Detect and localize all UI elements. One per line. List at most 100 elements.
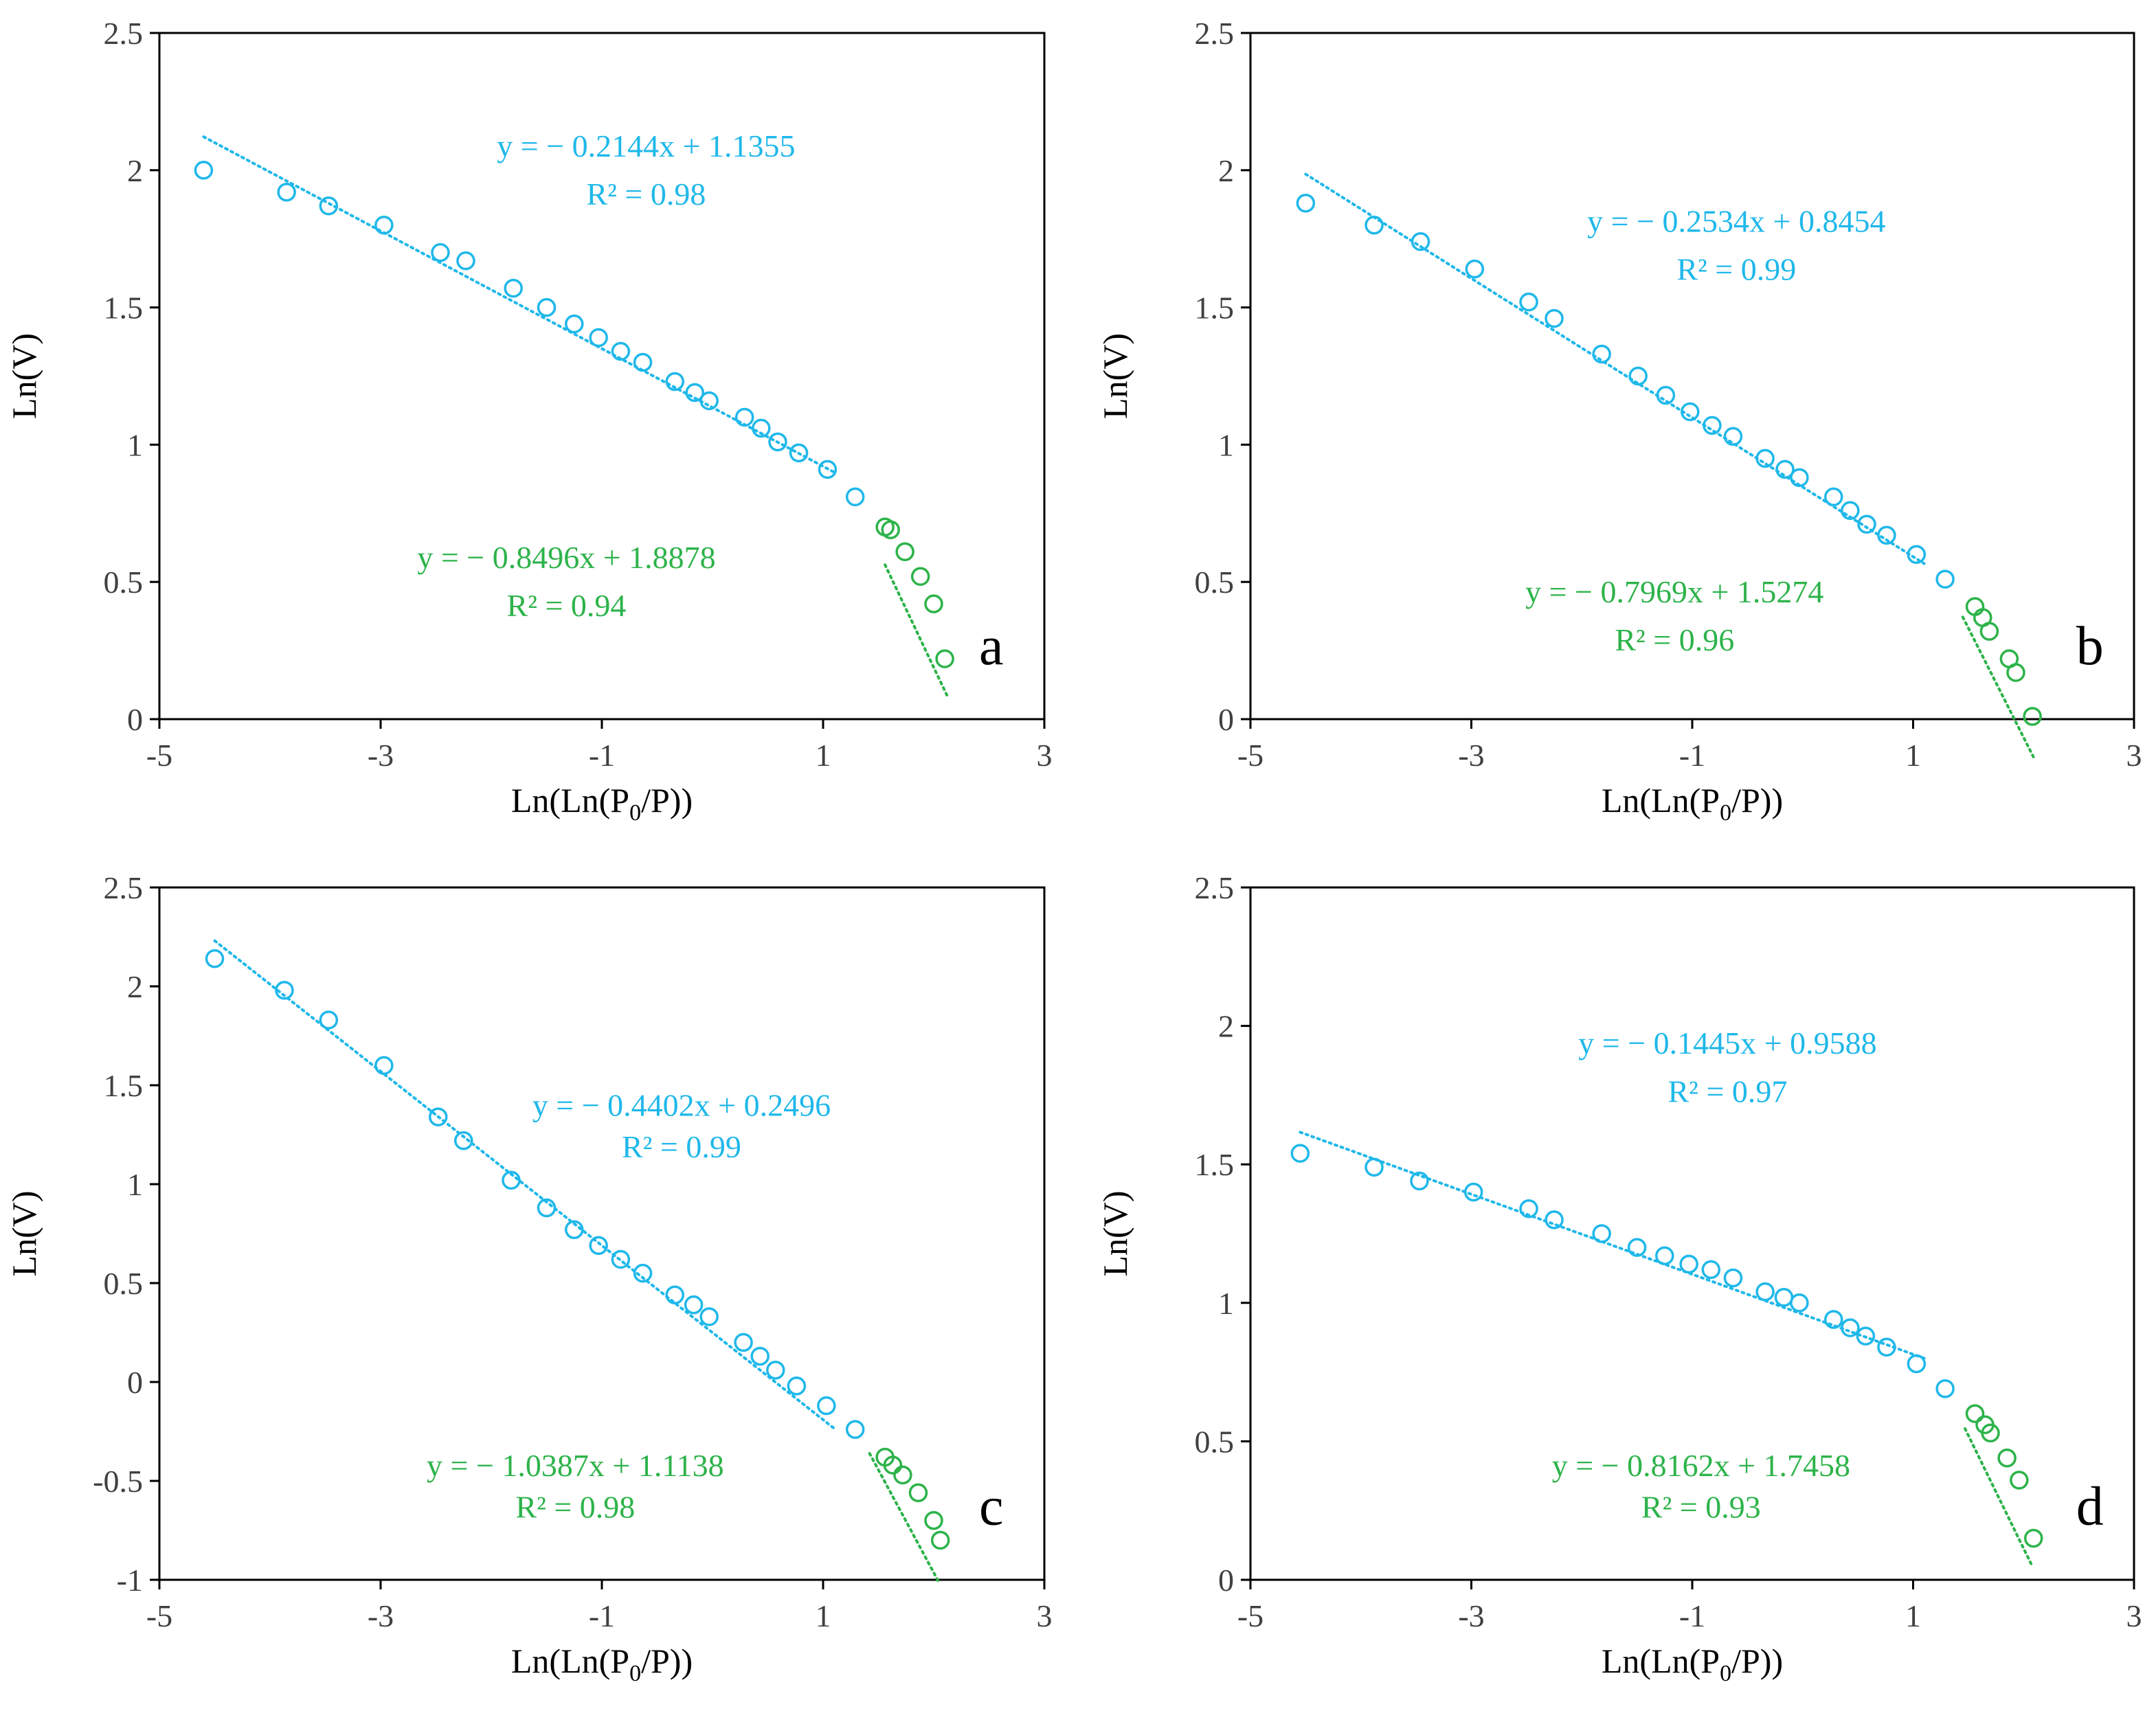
equation-label: y = − 0.1445x + 0.9588 <box>1578 1026 1876 1061</box>
y-tick-label: 2.5 <box>1195 16 1235 51</box>
panel-label: c <box>979 1476 1004 1537</box>
y-axis-label: Ln(V) <box>1096 1191 1134 1277</box>
data-point <box>752 418 771 438</box>
data-point <box>2023 707 2042 726</box>
data-point <box>699 391 719 411</box>
x-axis-label: Ln(Ln(P0/P)) <box>511 781 693 826</box>
data-point <box>205 949 225 968</box>
data-point <box>734 407 754 427</box>
y-tick-label: 0.5 <box>1195 1424 1235 1459</box>
data-point <box>935 649 954 668</box>
x-tick-label: -1 <box>589 738 615 773</box>
y-tick-label: 2.5 <box>104 16 144 51</box>
y-axis-label: Ln(V) <box>1096 333 1134 419</box>
data-point <box>1410 1171 1429 1191</box>
data-point <box>1465 259 1485 279</box>
y-tick-label: 0.5 <box>104 565 144 600</box>
data-point <box>1755 449 1775 468</box>
data-point <box>428 1107 448 1126</box>
chart-panel-a: -5 -3 -1 1 3 0 0.5 1 1.5 2 2.5 Ln(Ln(P0/P)) Ln(V) y =… <box>5 16 1053 826</box>
data-point <box>2023 1528 2043 1548</box>
x-tick-label: -3 <box>1458 1598 1484 1633</box>
equation-label: y = − 0.7969x + 1.5274 <box>1525 574 1823 609</box>
data-point <box>883 1455 903 1475</box>
data-point <box>1907 545 1927 564</box>
data-point <box>537 1198 557 1218</box>
y-tick-label: 2 <box>1218 153 1234 188</box>
data-point <box>565 314 584 334</box>
y-tick-label: 0 <box>1218 702 1234 737</box>
x-tick-label: -3 <box>1458 738 1484 773</box>
data-point <box>1296 194 1316 213</box>
y-tick-label: 1.5 <box>104 1068 144 1103</box>
data-point <box>908 1483 928 1503</box>
data-point <box>502 1170 521 1190</box>
x-tick-label: 3 <box>1037 1598 1053 1633</box>
data-point <box>1545 308 1564 328</box>
trendline-low <box>1299 1131 1926 1360</box>
data-point <box>1723 1268 1743 1288</box>
data-point <box>633 352 653 372</box>
data-point <box>1723 427 1743 446</box>
data-point <box>1681 402 1700 422</box>
r-squared-label: R² = 0.99 <box>622 1129 741 1164</box>
data-point <box>611 1249 631 1269</box>
y-tick-label: -1 <box>117 1563 143 1598</box>
x-tick-label: 3 <box>1037 738 1053 773</box>
data-point <box>194 161 214 180</box>
data-point <box>1877 1337 1896 1357</box>
x-axis-label: Ln(Ln(P0/P)) <box>1602 781 1783 826</box>
data-point <box>504 278 523 298</box>
r-squared-label: R² = 0.94 <box>507 588 627 623</box>
chart-panel-d: -5 -3 -1 1 3 0 0.5 1 1.5 2 2.5 Ln(Ln(P0/P)) Ln(V) y =… <box>1096 870 2142 1686</box>
data-point <box>1965 1404 1985 1423</box>
data-point <box>930 1530 950 1550</box>
equation-label: y = − 0.2534x + 0.8454 <box>1587 204 1885 239</box>
equation-label: y = − 1.0387x + 1.1138 <box>427 1448 724 1483</box>
data-point <box>431 242 450 262</box>
data-point <box>787 1376 807 1396</box>
x-tick-label: 1 <box>816 1598 831 1633</box>
data-point <box>1628 366 1648 386</box>
x-tick-label: -1 <box>1679 738 1705 773</box>
r-squared-label: R² = 0.99 <box>1676 252 1796 287</box>
r-squared-label: R² = 0.93 <box>1641 1489 1761 1524</box>
data-point <box>1774 1287 1794 1307</box>
data-point <box>319 196 339 216</box>
y-tick-label: -0.5 <box>93 1464 143 1499</box>
data-point <box>374 215 394 235</box>
data-point <box>1703 416 1722 435</box>
y-tick-label: 0 <box>1218 1563 1234 1598</box>
data-point <box>1857 514 1876 534</box>
y-axis-label: Ln(V) <box>5 1191 43 1277</box>
data-point <box>277 183 296 202</box>
data-point <box>1775 460 1795 479</box>
data-point <box>1997 1448 2017 1468</box>
equation-label: y = − 0.4402x + 0.2496 <box>532 1088 831 1123</box>
data-point <box>1790 1293 1809 1313</box>
data-point <box>2010 1471 2029 1490</box>
data-point <box>611 341 631 361</box>
y-tick-label: 0.5 <box>104 1266 144 1301</box>
y-tick-label: 1 <box>127 1167 143 1202</box>
data-point <box>924 594 943 613</box>
data-point <box>1411 231 1430 251</box>
y-tick-label: 2 <box>1218 1009 1234 1044</box>
x-tick-label: -1 <box>1679 1598 1705 1633</box>
y-axis-label: Ln(V) <box>5 333 43 419</box>
data-point <box>818 460 838 479</box>
trendline-low <box>213 939 836 1430</box>
y-tick-label: 1.5 <box>104 291 144 326</box>
data-point <box>1365 1157 1384 1177</box>
equation-label: y = − 0.8162x + 1.7458 <box>1552 1448 1850 1483</box>
equation-label: y = − 0.8496x + 1.8878 <box>417 540 715 575</box>
data-point <box>1935 569 1955 589</box>
data-point <box>1824 487 1843 507</box>
trendline-high <box>1961 615 2036 761</box>
data-point <box>2006 663 2025 682</box>
x-tick-label: 1 <box>1905 738 1921 773</box>
panel-label: a <box>979 616 1004 677</box>
data-point <box>1655 1246 1674 1266</box>
data-point <box>766 1360 785 1380</box>
